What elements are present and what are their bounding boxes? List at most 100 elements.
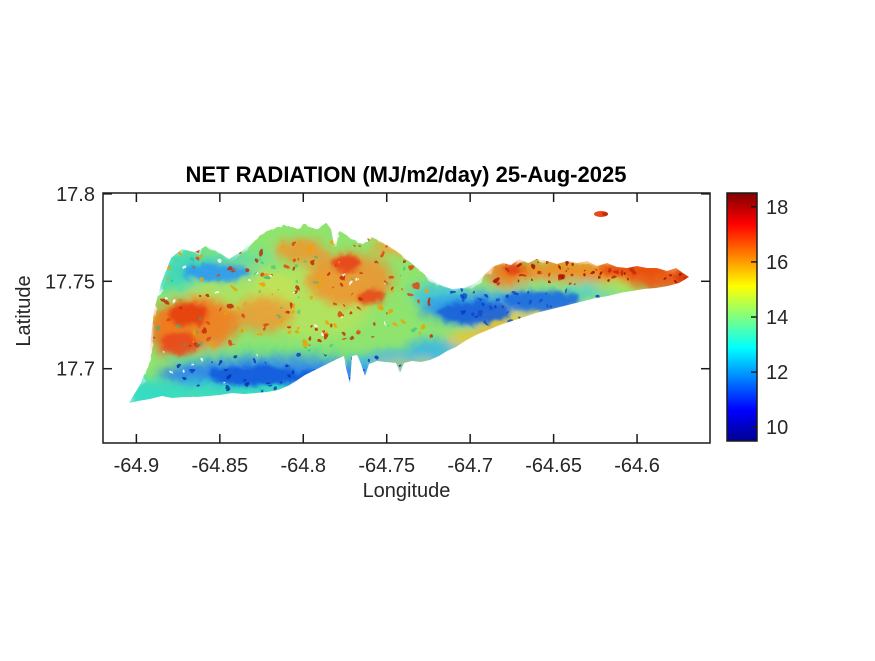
speckle-dot xyxy=(344,374,348,378)
speckle-dot xyxy=(451,288,454,291)
speckle-dot xyxy=(327,342,330,346)
speckle-dot xyxy=(199,275,204,280)
speckle-dot xyxy=(596,268,600,273)
speckle-dot xyxy=(581,309,586,314)
field-blob xyxy=(129,376,175,403)
speckle-dot xyxy=(567,264,570,267)
speckle-dot xyxy=(588,268,592,273)
speckle-dot xyxy=(681,276,686,281)
speckle-dot xyxy=(329,374,333,378)
speckle-dot xyxy=(369,333,372,336)
speckle-dot xyxy=(482,318,487,324)
speckle-dot xyxy=(330,283,333,286)
speckle-dot xyxy=(678,261,684,266)
speckle-dot xyxy=(324,351,327,354)
speckle-dot xyxy=(192,244,198,251)
speckle-dot xyxy=(544,302,548,305)
speckle-dot xyxy=(594,272,599,276)
speckle-dot xyxy=(314,336,319,342)
speckle-dot xyxy=(407,366,412,371)
speckle-dot xyxy=(194,254,198,259)
x-tick-label: -64.75 xyxy=(358,455,415,477)
speckle-dot xyxy=(198,314,202,319)
speckle-dot xyxy=(188,368,193,373)
speckle-dot xyxy=(189,257,193,262)
speckle-dot xyxy=(469,309,474,314)
speckle-dot xyxy=(661,277,665,281)
speckle-dot xyxy=(186,244,191,249)
speckle-dot xyxy=(374,353,379,358)
speckle-dot xyxy=(385,322,388,325)
speckle-dot xyxy=(333,321,337,326)
speckle-dot xyxy=(250,356,255,361)
speckle-dot xyxy=(416,298,420,302)
speckle-dot xyxy=(239,312,244,317)
speckle-dot xyxy=(357,242,360,245)
speckle-dot xyxy=(426,331,430,335)
speckle-dot xyxy=(325,270,329,274)
x-tick-label: -64.85 xyxy=(191,455,248,477)
speckle-dot xyxy=(262,320,267,325)
x-tick-label: -64.9 xyxy=(114,455,160,477)
speckle-dot xyxy=(189,266,192,269)
speckle-dot xyxy=(229,283,234,288)
speckle-dot xyxy=(223,367,226,370)
speckle-dot xyxy=(157,267,162,271)
speckle-dot xyxy=(563,288,567,291)
speckle-dot xyxy=(594,297,598,301)
x-tick-label: -64.6 xyxy=(614,455,660,477)
speckle-dot xyxy=(390,285,393,289)
speckle-dot xyxy=(320,328,326,333)
speckle-dot xyxy=(302,344,305,347)
speckle-dot xyxy=(461,292,466,297)
speckle-dot xyxy=(230,352,235,357)
field-blob xyxy=(469,322,621,338)
speckle-dot xyxy=(313,327,317,331)
field-blob xyxy=(273,237,327,261)
speckle-dot xyxy=(284,263,288,267)
speckle-dot xyxy=(527,299,532,304)
speckle-dot xyxy=(336,366,340,369)
chart-title: NET RADIATION (MJ/m2/day) 25-Aug-2025 xyxy=(186,162,627,187)
speckle-dot xyxy=(314,371,317,374)
speckle-dot xyxy=(537,260,540,263)
speckle-dot xyxy=(157,273,161,276)
speckle-dot xyxy=(208,359,211,363)
speckle-dot xyxy=(460,287,463,291)
speckle-dot xyxy=(306,294,311,299)
speckle-dot xyxy=(512,291,516,295)
speckle-dot xyxy=(214,271,218,275)
speckle-dot xyxy=(262,324,266,328)
speckle-dot xyxy=(517,314,521,318)
speckle-dot xyxy=(266,383,270,386)
speckle-dot xyxy=(408,362,413,367)
speckle-dot xyxy=(252,269,255,273)
speckle-dot xyxy=(400,317,405,322)
speckle-dot xyxy=(340,313,343,316)
speckle-dot xyxy=(292,278,296,282)
speckle-dot xyxy=(266,273,269,277)
speckle-dot xyxy=(216,359,220,363)
colorbar-tick-marks xyxy=(751,206,757,428)
speckle-dot xyxy=(256,288,260,292)
speckle-dot xyxy=(180,264,184,269)
speckle-dot xyxy=(176,303,180,307)
speckle-dot xyxy=(561,313,565,318)
speckle-dot xyxy=(223,243,226,246)
speckle-dot xyxy=(426,254,431,259)
speckle-dot xyxy=(194,382,198,386)
speckle-dot xyxy=(385,306,392,312)
speckle-dot xyxy=(338,272,344,278)
speckle-dot xyxy=(397,272,400,275)
speckle-dot xyxy=(305,245,311,251)
speckle-dot xyxy=(419,368,424,373)
speckle-dot xyxy=(315,283,321,289)
speckle-dot xyxy=(257,249,263,255)
speckle-dot xyxy=(324,318,329,323)
speckle-dot xyxy=(356,278,359,280)
speckle-dot xyxy=(190,337,193,340)
speckle-dot xyxy=(588,317,592,321)
colorbar-tick-labels: 18 16 14 12 10 xyxy=(766,197,788,439)
speckle-dot xyxy=(170,298,174,302)
